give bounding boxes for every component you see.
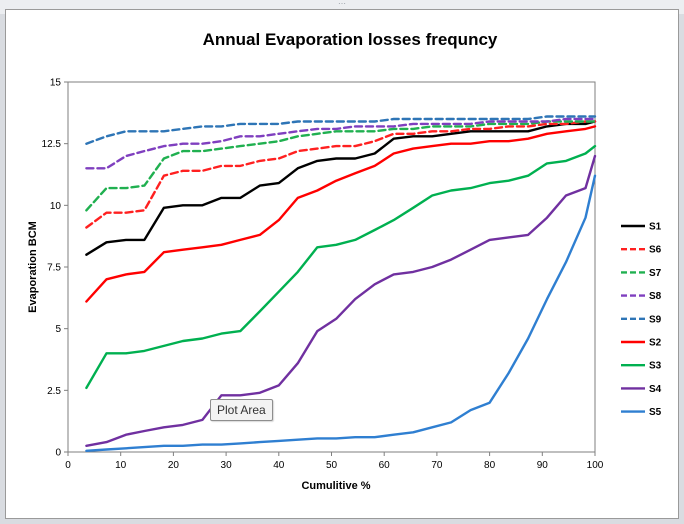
legend-item-s5[interactable]: S5 [621,407,662,418]
y-tick-label: 5 [55,324,61,335]
series-line-s5[interactable] [85,174,597,452]
x-tick-label: 0 [65,460,71,471]
plot-area-border [67,81,596,453]
y-tick-label: 12.5 [42,139,62,150]
series-line-s9[interactable] [85,115,597,145]
y-tick-label: 2.5 [47,386,61,397]
legend-item-s4[interactable]: S4 [621,384,662,395]
x-tick-label: 40 [273,460,285,471]
series-line-s1[interactable] [85,120,597,256]
series-line-s4[interactable] [85,154,597,447]
x-axis-ticks: 0 10 20 30 40 50 60 70 80 90 100 [65,452,604,471]
y-tick-label: 10 [50,201,62,212]
plot-area[interactable] [67,81,596,453]
legend-item-s7[interactable]: S7 [621,268,662,279]
x-tick-label: 30 [221,460,233,471]
series-line-s7[interactable] [85,120,597,212]
resize-grip-icon[interactable]: ⋯ [338,0,346,8]
y-axis-ticks: 0 2.5 5 7.5 10 12.5 15 [42,78,68,459]
legend-label: S1 [649,222,662,233]
x-tick-label: 20 [168,460,180,471]
legend-item-s3[interactable]: S3 [621,361,662,372]
legend-item-s8[interactable]: S8 [621,291,662,302]
plot-area-tooltip: Plot Area [210,399,273,421]
series-lines [85,115,597,452]
legend-label: S8 [649,291,662,302]
legend-label: S5 [649,407,662,418]
y-tick-label: 7.5 [47,263,61,274]
x-tick-label: 100 [587,460,604,471]
y-tick-label: 15 [50,78,62,89]
legend-item-s1[interactable]: S1 [621,222,662,233]
legend-label: S6 [649,245,662,256]
series-line-s8[interactable] [85,117,597,170]
legend-label: S3 [649,361,662,372]
x-tick-label: 70 [431,460,443,471]
legend-item-s9[interactable]: S9 [621,314,662,325]
x-tick-label: 80 [484,460,496,471]
legend-label: S9 [649,314,662,325]
legend-label: S2 [649,338,662,349]
legend-item-s2[interactable]: S2 [621,338,662,349]
x-tick-label: 50 [326,460,338,471]
x-tick-label: 10 [115,460,127,471]
x-tick-label: 60 [379,460,391,471]
series-line-s6[interactable] [85,120,597,229]
legend-item-s6[interactable]: S6 [621,245,662,256]
chart-title: Annual Evaporation losses frequncy [203,30,498,49]
y-axis-label: Evaporation BCM [27,221,39,313]
legend[interactable]: S1 S6 S7 S8 S9 S2 S3 S4 S5 [621,222,662,419]
series-line-s2[interactable] [85,125,597,303]
x-axis-label: Cumulitive % [301,480,370,492]
legend-label: S4 [649,384,662,395]
y-tick-label: 0 [55,448,61,459]
legend-label: S7 [649,268,662,279]
series-line-s3[interactable] [85,144,597,390]
x-tick-label: 90 [537,460,549,471]
